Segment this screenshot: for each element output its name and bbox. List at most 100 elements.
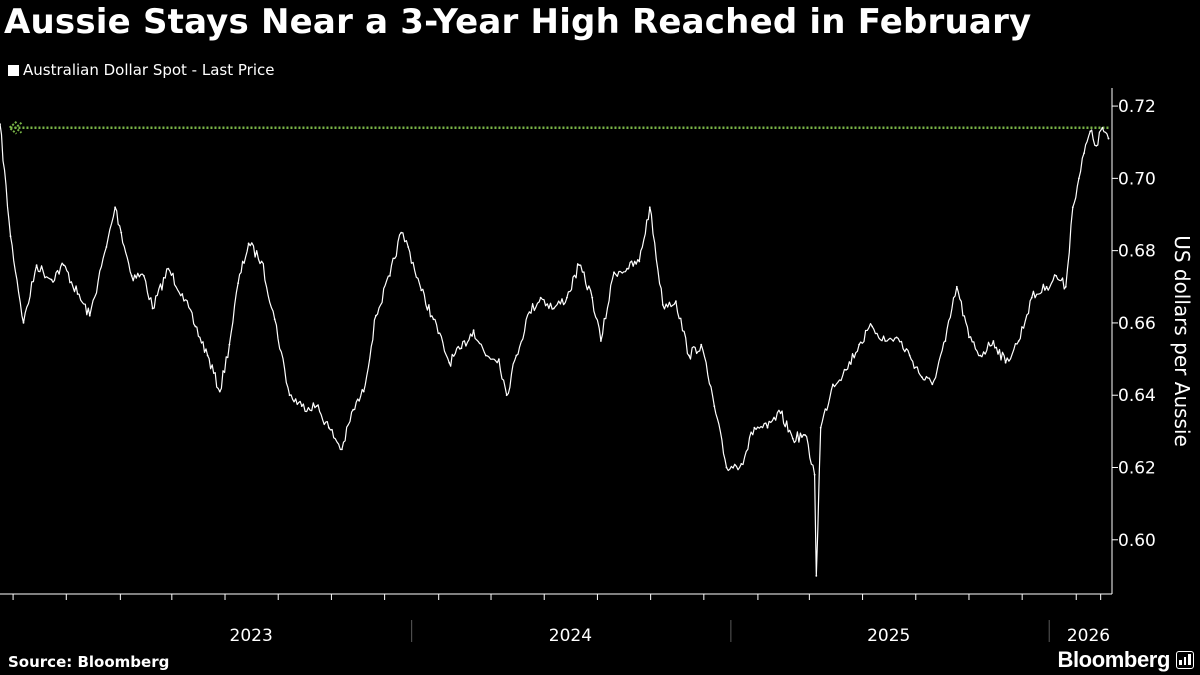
data-point (528, 311, 531, 313)
x-tick-label: 2024 (549, 626, 592, 646)
data-point (1095, 144, 1098, 147)
data-point (552, 307, 555, 310)
x-tick-label: 2026 (1067, 626, 1110, 646)
data-point (460, 347, 463, 350)
data-point (105, 246, 108, 248)
data-point (167, 267, 170, 270)
data-point (626, 267, 628, 270)
data-point (815, 575, 818, 577)
data-point (638, 260, 641, 263)
data-point (819, 426, 822, 429)
x-tick-label: 2023 (230, 626, 273, 646)
data-point (1017, 340, 1020, 342)
data-point (753, 426, 756, 429)
data-point (661, 304, 664, 306)
y-tick-label: 0.66 (1118, 314, 1156, 334)
data-point (675, 300, 677, 303)
data-point (804, 434, 806, 436)
y-tick-label: 0.62 (1118, 459, 1156, 479)
x-tick-label: 2025 (867, 626, 910, 646)
data-point (713, 405, 716, 407)
data-point (591, 296, 594, 299)
data-point (992, 340, 995, 342)
data-point (9, 235, 12, 238)
data-point (76, 293, 79, 295)
data-point (700, 343, 703, 346)
data-point (237, 282, 240, 285)
data-point (505, 394, 508, 397)
data-point (151, 307, 154, 310)
data-point (389, 275, 391, 277)
data-point (327, 426, 330, 429)
data-point (352, 408, 355, 411)
data-point (515, 354, 518, 357)
y-tick-label: 0.70 (1118, 169, 1156, 189)
data-point (315, 405, 318, 407)
data-point (832, 383, 834, 386)
data-point (1107, 137, 1110, 140)
data-point (858, 343, 860, 346)
legend-label: Australian Dollar Spot - Last Price (23, 61, 275, 79)
y-tick-label: 0.72 (1118, 97, 1156, 117)
data-point (260, 260, 263, 263)
data-point (979, 354, 982, 357)
data-point (498, 358, 500, 360)
data-point (50, 278, 53, 281)
data-point (472, 329, 475, 332)
data-point (375, 314, 377, 317)
data-point (968, 336, 970, 339)
data-point (895, 336, 898, 339)
data-point (0, 123, 1, 125)
data-point (362, 390, 365, 393)
chart-title: Aussie Stays Near a 3-Year High Reached … (4, 2, 1032, 42)
data-point (791, 437, 794, 440)
data-point (688, 354, 690, 357)
data-point (539, 296, 542, 299)
data-point (1064, 285, 1067, 288)
data-point (1078, 177, 1080, 180)
data-point (143, 275, 145, 277)
y-tick-label: 0.68 (1118, 242, 1156, 262)
data-point (35, 264, 38, 266)
data-point (884, 340, 887, 342)
data-point (120, 231, 123, 234)
y-tick-label: 0.60 (1118, 531, 1156, 551)
data-point (845, 369, 847, 371)
data-point (420, 289, 423, 292)
data-point (648, 206, 651, 209)
data-point (273, 318, 276, 321)
data-point (400, 231, 403, 234)
data-point (578, 264, 580, 266)
data-point (1071, 206, 1074, 209)
data-point (766, 426, 769, 429)
data-point (1083, 152, 1085, 155)
data-point (1089, 130, 1092, 133)
data-point (247, 242, 250, 245)
data-point (566, 296, 568, 299)
data-point (62, 264, 65, 266)
data-point (1045, 285, 1048, 288)
data-point (194, 325, 197, 328)
data-point (484, 354, 487, 357)
series-line (0, 124, 1110, 577)
brand-name: Bloomberg (1057, 647, 1170, 672)
data-point (300, 405, 303, 407)
data-point (779, 412, 782, 415)
data-point (288, 394, 291, 397)
data-point (955, 285, 958, 288)
data-point (725, 466, 728, 469)
high-reference-arrow-icon (13, 121, 23, 134)
data-point (22, 322, 25, 324)
data-point (931, 383, 934, 386)
data-point (1055, 275, 1058, 277)
data-point (1101, 126, 1104, 129)
data-point (448, 361, 451, 364)
data-point (130, 275, 133, 277)
data-point (1030, 296, 1033, 299)
data-point (600, 340, 602, 342)
legend-swatch-icon (8, 64, 19, 76)
data-point (921, 376, 923, 378)
legend: Australian Dollar Spot - Last Price (8, 61, 274, 79)
data-point (740, 463, 743, 465)
data-point (88, 314, 91, 317)
